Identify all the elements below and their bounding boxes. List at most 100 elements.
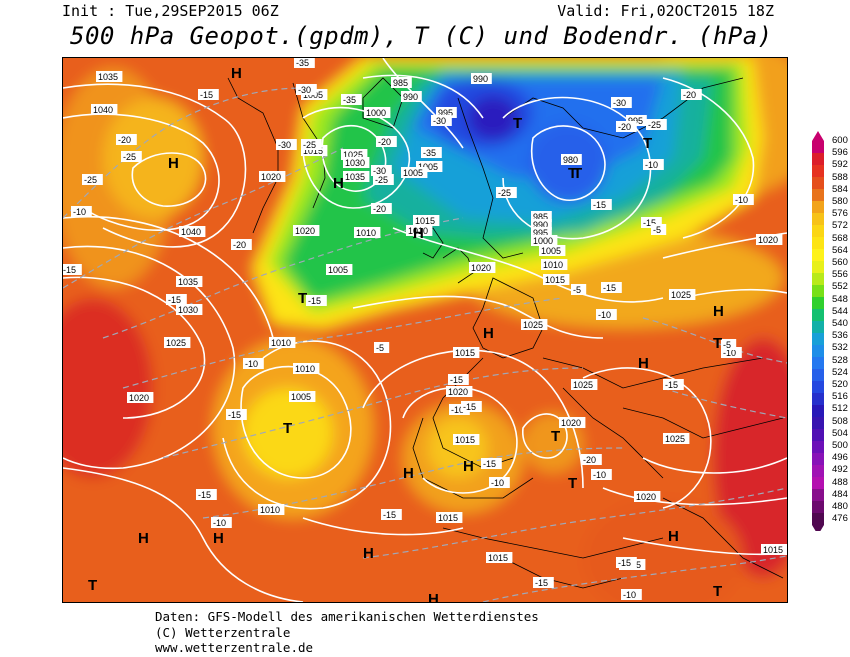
temperature-label-bg bbox=[611, 97, 632, 108]
temperature-label: -15 bbox=[228, 410, 241, 420]
pressure-label: 1020 bbox=[448, 387, 468, 397]
pressure-label: 1010 bbox=[408, 226, 428, 236]
pressure-label: 1020 bbox=[758, 235, 778, 245]
pressure-label-bg bbox=[756, 234, 783, 245]
temperature-label: -10 bbox=[73, 207, 86, 217]
pressure-label: 995 bbox=[438, 108, 453, 118]
legend-label: 488 bbox=[832, 476, 848, 488]
high-pressure-center: H bbox=[403, 465, 414, 482]
pressure-label: 1000 bbox=[366, 108, 386, 118]
legend-swatch bbox=[812, 441, 824, 453]
legend-label: 500 bbox=[832, 440, 848, 451]
legend-swatch bbox=[812, 189, 824, 201]
legend-label: 536 bbox=[832, 330, 848, 342]
legend-label: 508 bbox=[832, 415, 848, 427]
legend-label: 540 bbox=[832, 318, 848, 329]
legend-label: 556 bbox=[832, 269, 848, 281]
isobars bbox=[63, 58, 787, 602]
pressure-label: 1035 bbox=[345, 172, 365, 182]
pressure-label: 1005 bbox=[418, 162, 438, 172]
pressure-label-bg bbox=[401, 91, 422, 102]
pressure-label: 1020 bbox=[561, 418, 581, 428]
color-scale-legend bbox=[812, 131, 824, 535]
temperature-label: -10 bbox=[593, 470, 606, 480]
pressure-label-bg bbox=[531, 219, 552, 230]
legend-label: 524 bbox=[832, 366, 848, 378]
temperature-label-bg bbox=[376, 136, 397, 147]
temperature-label-bg bbox=[448, 374, 469, 385]
legend-label: 548 bbox=[832, 293, 848, 305]
pressure-label: 1000 bbox=[533, 236, 553, 246]
pressure-label: 985 bbox=[393, 78, 408, 88]
temperature-label-bg bbox=[371, 203, 392, 214]
pressure-label: 1025 bbox=[343, 150, 363, 160]
pressure-label-bg bbox=[406, 225, 433, 236]
legend-label: 588 bbox=[832, 171, 848, 183]
pressure-label: 990 bbox=[473, 74, 488, 84]
valid-time: Valid: Fri,02OCT2015 18Z bbox=[557, 2, 774, 20]
temperature-label: -10 bbox=[245, 359, 258, 369]
pressure-label-bg bbox=[453, 347, 480, 358]
pressure-label-bg bbox=[453, 434, 480, 445]
temperature-label-bg bbox=[449, 404, 470, 415]
pressure-label-bg bbox=[436, 107, 457, 118]
temperature-label-bg bbox=[581, 454, 602, 465]
temperature-label: -15 bbox=[593, 200, 606, 210]
temperature-label-bg bbox=[651, 224, 667, 235]
temperature-label-bg bbox=[533, 577, 554, 588]
temperature-label: -20 bbox=[583, 455, 596, 465]
legend-label: 544 bbox=[832, 305, 848, 317]
legend-label: 572 bbox=[832, 220, 848, 232]
pressure-label: 1030 bbox=[345, 158, 365, 168]
legend-swatch bbox=[812, 321, 824, 333]
pressure-label: 1025 bbox=[166, 338, 186, 348]
pressure-label-bg bbox=[561, 154, 582, 165]
temperature-label: -15 bbox=[535, 578, 548, 588]
pressure-label: 1020 bbox=[295, 226, 315, 236]
temperature-label: -5 bbox=[653, 225, 661, 235]
weather-map: 1035104010059859909909951000100599598010… bbox=[62, 57, 788, 603]
temperature-label: -30 bbox=[373, 166, 386, 176]
init-time: Init : Tue,29SEP2015 06Z bbox=[62, 2, 279, 20]
pressure-label-bg bbox=[401, 167, 428, 178]
pressure-label: 980 bbox=[563, 155, 578, 165]
pressure-label-bg bbox=[541, 259, 568, 270]
temperature-label: -25 bbox=[498, 188, 511, 198]
temperature-label: -15 bbox=[200, 90, 213, 100]
pressure-label-bg bbox=[531, 211, 552, 222]
legend-swatch bbox=[812, 141, 824, 153]
pressure-label-bg bbox=[164, 337, 191, 348]
legend-swatch bbox=[812, 465, 824, 477]
pressure-label: 990 bbox=[533, 220, 548, 230]
pressure-label: 1015 bbox=[488, 553, 508, 563]
temperature-label-bg bbox=[643, 159, 664, 170]
temperature-label: -15 bbox=[618, 558, 631, 568]
temperature-label: -30 bbox=[298, 85, 311, 95]
legend-swatch bbox=[812, 501, 824, 513]
temperature-label-bg bbox=[301, 139, 322, 150]
pressure-label-bg bbox=[531, 227, 552, 238]
legend-swatch bbox=[812, 513, 824, 525]
temperature-label: -5 bbox=[573, 285, 581, 295]
temperature-label-bg bbox=[294, 58, 315, 68]
temperature-label: -15 bbox=[168, 295, 181, 305]
legend-swatch bbox=[812, 453, 824, 465]
legend-swatch bbox=[812, 333, 824, 345]
high-pressure-center: H bbox=[138, 530, 149, 547]
temperature-label-bg bbox=[496, 187, 517, 198]
temperature-label: -10 bbox=[645, 160, 658, 170]
temperature-label-bg bbox=[461, 401, 482, 412]
temperature-label-bg bbox=[431, 115, 452, 126]
legend-label: 568 bbox=[832, 232, 848, 244]
temperature-label: -15 bbox=[198, 490, 211, 500]
temperature-labels: -10-15-35-30-30-20-25-25-20-25-20-25-35-… bbox=[63, 58, 754, 600]
temperature-label-bg bbox=[211, 517, 232, 528]
high-pressure-center: H bbox=[363, 545, 374, 562]
high-pressure-center: H bbox=[463, 458, 474, 475]
low-pressure-center: T bbox=[573, 165, 582, 182]
legend-swatch bbox=[812, 249, 824, 261]
pressure-label-bg bbox=[416, 161, 443, 172]
temperature-label: -35 bbox=[423, 148, 436, 158]
legend-label: 496 bbox=[832, 452, 848, 464]
temperature-label-bg bbox=[481, 458, 502, 469]
